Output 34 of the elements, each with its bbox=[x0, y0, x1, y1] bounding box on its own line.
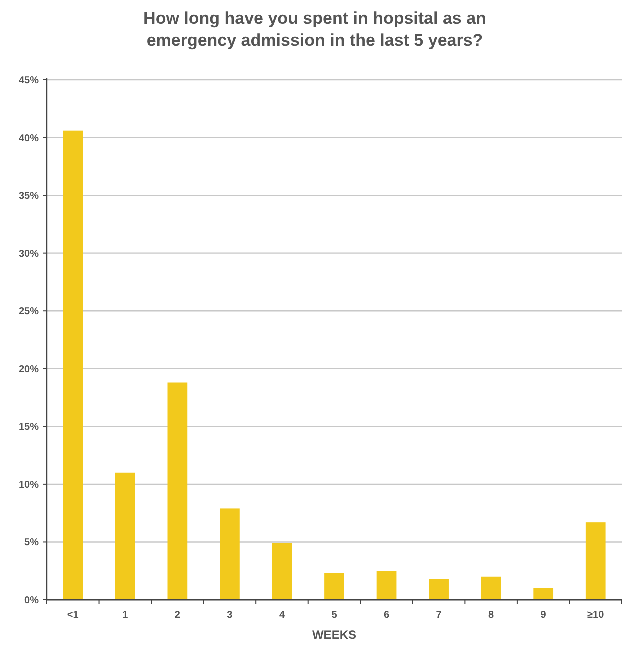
bar bbox=[429, 579, 449, 600]
x-tick-label: 5 bbox=[332, 610, 338, 621]
x-tick-label: 8 bbox=[488, 610, 495, 621]
y-tick-label: 40% bbox=[18, 133, 40, 144]
x-axis-title: WEEKS bbox=[312, 628, 357, 642]
bar bbox=[481, 576, 502, 600]
y-tick-label: 35% bbox=[18, 191, 40, 202]
bar bbox=[534, 588, 554, 600]
x-tick-label: 4 bbox=[279, 610, 286, 621]
x-tick-label: 1 bbox=[122, 610, 129, 621]
x-tick-label: 3 bbox=[227, 610, 234, 621]
y-tick-label: 30% bbox=[18, 248, 40, 260]
chart-title: How long have you spent in hopsital as an emergency admission in the last 5 years? bbox=[144, 9, 486, 50]
x-tick-label: 2 bbox=[174, 610, 181, 621]
bar bbox=[115, 472, 136, 600]
bar bbox=[586, 522, 606, 600]
bar bbox=[63, 130, 84, 600]
y-tick-label: 10% bbox=[18, 480, 40, 491]
bar bbox=[272, 543, 292, 600]
x-tick-label: 7 bbox=[436, 610, 442, 621]
x-tick-label: ≥10 bbox=[588, 610, 605, 621]
bar bbox=[376, 571, 397, 600]
bar bbox=[220, 508, 240, 600]
y-tick-label: 15% bbox=[18, 422, 40, 434]
x-tick-label: 9 bbox=[540, 610, 547, 621]
y-tick-label: 20% bbox=[18, 364, 40, 376]
bar bbox=[324, 573, 344, 600]
bar bbox=[168, 382, 188, 600]
y-tick-label: 25% bbox=[18, 306, 40, 318]
y-tick-label: 5% bbox=[24, 538, 40, 549]
x-tick-label: 6 bbox=[384, 610, 390, 621]
x-tick-label: <1 bbox=[67, 610, 80, 621]
y-tick-label: 0% bbox=[24, 596, 40, 606]
y-tick-label: 45% bbox=[18, 76, 40, 86]
